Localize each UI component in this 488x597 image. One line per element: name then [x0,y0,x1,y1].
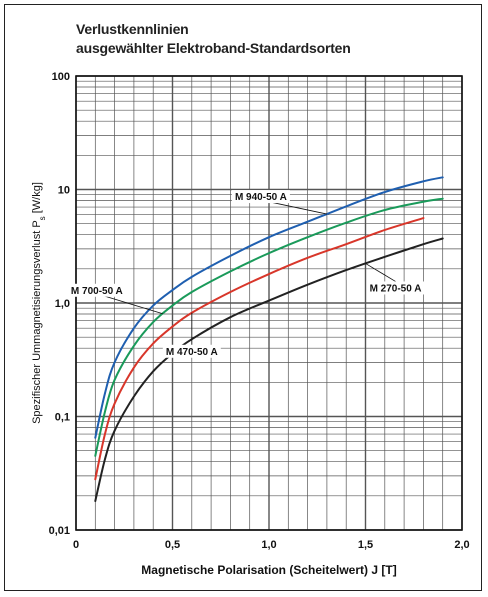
chart-frame [4,4,482,591]
y-tick-label: 0,1 [55,412,70,424]
y-tick-label: 10 [58,185,70,197]
chart-title-line-1: Verlustkennlinien [76,21,189,37]
series-line-m-940-50-a [94,176,444,439]
series-label-background [67,283,126,297]
y-tick-label: 1,0 [55,298,70,310]
series-label-m-270-50-a: M 270-50 A [370,283,422,294]
series-line-m-700-50-a [94,197,444,457]
x-tick-label: 1,5 [358,539,373,551]
x-tick-label: 0 [73,539,79,551]
x-tick-label: 2,0 [454,539,469,551]
chart-title: Verlustkennlinien ausgewählter Elektroba… [76,20,351,58]
series-label-m-940-50-a: M 940-50 A [235,192,287,203]
series-label-m-700-50-a: M 700-50 A [71,286,123,297]
x-tick-label: 0,5 [165,539,180,551]
series-line-m-270-50-a [94,237,444,503]
plot-area-border [75,75,463,531]
x-tick-label: 1,0 [261,539,276,551]
series-label-background [231,190,290,204]
series-label-background [366,281,425,295]
series-label-background [162,344,221,358]
y-tick-label: 100 [52,71,70,83]
y-tick-label: 0,01 [49,525,70,537]
x-axis-label: Magnetische Polarisation (Scheitelwert) … [141,563,396,577]
series-line-m-470-50-a [94,217,425,481]
grid [75,75,463,531]
chart-title-line-2: ausgewählter Elektroband-Standardsorten [76,40,351,56]
series-label-m-470-50-a: M 470-50 A [166,347,218,358]
y-axis-label: Spezifischer Ummagnetisierungsverlust Ps… [31,182,47,424]
leader-line [96,293,163,315]
leader-line [365,263,396,282]
